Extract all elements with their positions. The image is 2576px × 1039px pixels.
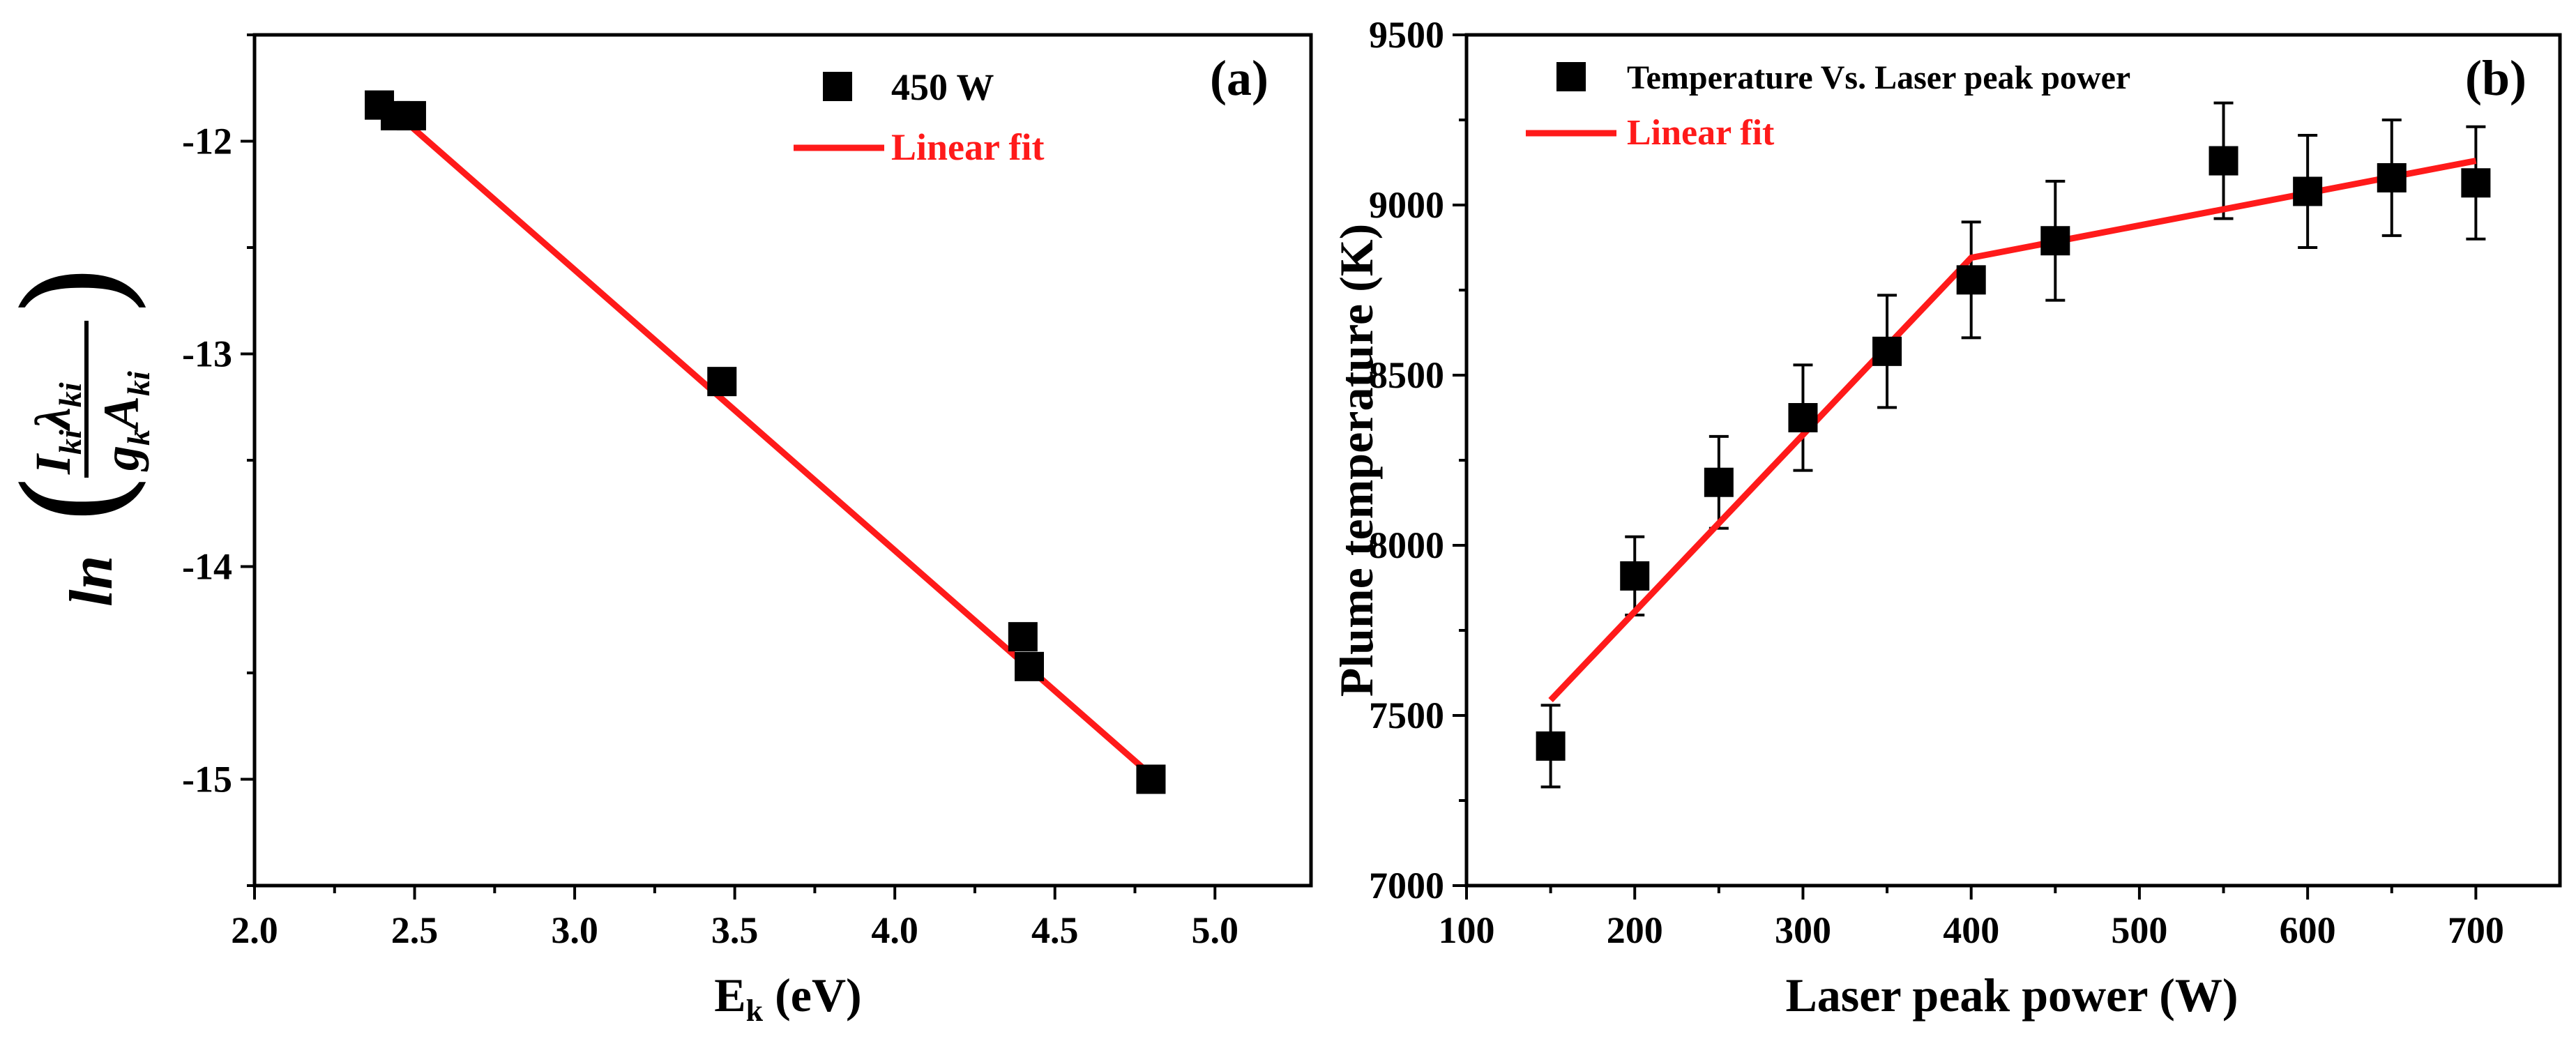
panel-a-legend-marker [823, 72, 852, 101]
panel-b-legend-label-fit: Linear fit [1627, 113, 1775, 153]
panel-a-legend-label-fit: Linear fit [891, 126, 1044, 168]
y-tick-label: 8500 [1369, 354, 1444, 396]
x-tick-label: 100 [1439, 909, 1495, 951]
panel-a-x-axis-title: Ek (eV) [714, 969, 861, 1028]
x-tick-label: 2.0 [231, 909, 278, 951]
data-point [1008, 622, 1038, 652]
panel-a-y-axis-title: ln ( Ikiλki gkAki ) [0, 263, 158, 607]
data-point [707, 367, 737, 397]
panel-b-y-ticks: 7000 7500 8000 8500 9000 9500 [1369, 14, 1467, 907]
svg-text:gkAki: gkAki [93, 371, 156, 472]
panel-a-legend: 450 W Linear fit [794, 66, 1044, 168]
y-tick-label: -12 [182, 121, 232, 162]
x-tick-label: 300 [1775, 909, 1831, 951]
svg-text:(: ( [0, 472, 158, 526]
data-point [1872, 336, 1902, 366]
data-point [1704, 467, 1734, 497]
data-point [1620, 561, 1650, 591]
x-tick-label: 600 [2280, 909, 2336, 951]
data-point [2293, 176, 2323, 206]
panel-a-label: (a) [1210, 50, 1268, 106]
y-tick-label: 9000 [1369, 184, 1444, 226]
x-tick-label: 200 [1607, 909, 1663, 951]
panel-b-legend-marker [1556, 62, 1586, 91]
x-tick-label: 500 [2111, 909, 2167, 951]
panel-a-legend-label-scatter: 450 W [891, 66, 994, 108]
y-tick-label: 7500 [1369, 695, 1444, 736]
panel-b-legend: Temperature Vs. Laser peak power Linear … [1526, 59, 2130, 153]
data-point [2040, 226, 2070, 256]
y-tick-label: -15 [182, 759, 232, 801]
data-point [396, 100, 426, 130]
panel-b-x-axis-title: Laser peak power (W) [1785, 969, 2238, 1022]
svg-text:): ) [0, 263, 158, 317]
panel-b-legend-label-scatter: Temperature Vs. Laser peak power [1627, 59, 2130, 96]
panel-b-y-axis-title: Plume temperature (K) [1330, 224, 1383, 697]
y-tick-label: 9500 [1369, 14, 1444, 56]
x-tick-label: 700 [2448, 909, 2504, 951]
panel-a: 2.0 2.5 3.0 3.5 4.0 4.5 5.0 -12 -13 -14 -15 450 W… [0, 33, 1313, 1028]
panel-b-label: (b) [2465, 50, 2526, 106]
y-tick-label: -13 [182, 333, 232, 375]
x-tick-label: 4.5 [1031, 909, 1079, 951]
data-point [1956, 265, 1986, 295]
y-tick-label: 7000 [1369, 865, 1444, 907]
data-point [2461, 168, 2491, 198]
data-point [2377, 162, 2407, 192]
x-tick-label: 2.5 [391, 909, 439, 951]
svg-text:Ikiλki: Ikiλki [25, 382, 88, 475]
x-tick-label: 4.0 [871, 909, 918, 951]
data-point [1788, 403, 1818, 432]
svg-text:ln: ln [58, 556, 126, 607]
data-point [1536, 731, 1566, 761]
panel-a-x-ticks: 2.0 2.5 3.0 3.5 4.0 4.5 5.0 [231, 886, 1238, 951]
panel-b-marks [1536, 101, 2491, 789]
x-tick-label: 3.5 [711, 909, 759, 951]
x-tick-label: 3.0 [551, 909, 598, 951]
data-point [1136, 764, 1166, 794]
y-tick-label: -14 [182, 546, 232, 588]
data-point [1015, 651, 1044, 681]
panel-a-y-ticks: -12 -13 -14 -15 [182, 33, 255, 887]
panel-a-marks [365, 90, 1166, 794]
panel-b: 100 200 300 400 500 600 700 7000 7500 8000 8500 90… [1330, 14, 2562, 1022]
x-tick-label: 400 [1943, 909, 1999, 951]
y-tick-label: 8000 [1369, 524, 1444, 566]
x-tick-label: 5.0 [1192, 909, 1239, 951]
panel-b-x-ticks: 100 200 300 400 500 600 700 [1439, 886, 2504, 951]
data-point [2208, 146, 2238, 176]
